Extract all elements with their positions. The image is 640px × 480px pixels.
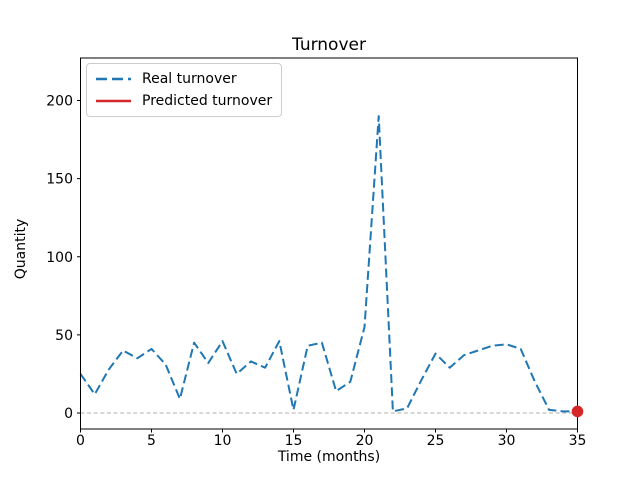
x-tick-label: 20 [356, 433, 374, 449]
legend-item-predicted-turnover: Predicted turnover [95, 91, 272, 111]
y-tick-label: 100 [46, 250, 73, 266]
dashed-line-swatch-icon [96, 77, 131, 81]
y-tick-label: 200 [46, 94, 73, 110]
legend: Real turnover Predicted turnover [86, 63, 283, 117]
x-tick-label: 0 [76, 433, 85, 449]
y-tick-label: 0 [64, 406, 73, 422]
x-tick-label: 35 [569, 433, 587, 449]
real-turnover-line [79, 115, 578, 413]
y-tick-label: 50 [55, 328, 73, 344]
legend-label-real-turnover: Real turnover [142, 71, 237, 87]
predicted-turnover-point [571, 405, 584, 418]
plot-border [80, 57, 578, 430]
legend-item-real-turnover: Real turnover [95, 69, 272, 89]
x-tick-label: 10 [214, 433, 232, 449]
solid-line-swatch-icon [96, 99, 131, 103]
y-tick-label: 150 [46, 172, 73, 188]
legend-label-predicted-turnover: Predicted turnover [142, 93, 273, 109]
x-tick-label: 30 [498, 433, 516, 449]
y-axis-label: Quantity [13, 218, 29, 280]
x-tick-label: 25 [427, 433, 445, 449]
chart-title: Turnover [292, 35, 366, 55]
x-tick-label: 15 [285, 433, 303, 449]
x-axis-label: Time (months) [277, 449, 381, 465]
x-tick-label: 5 [147, 433, 156, 449]
